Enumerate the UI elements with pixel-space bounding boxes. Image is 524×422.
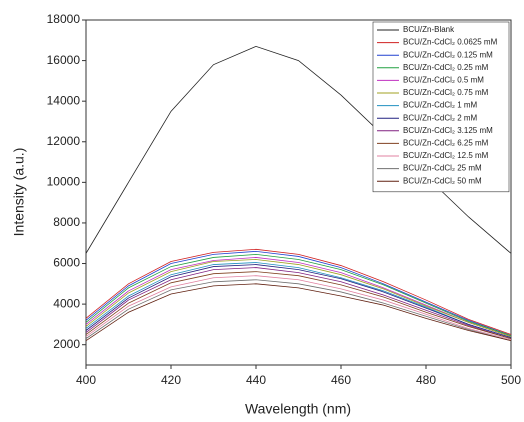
series-line	[85, 250, 512, 336]
y-tick-label: 16000	[47, 53, 81, 67]
x-tick-label: 480	[416, 373, 436, 387]
series-line	[85, 259, 512, 337]
y-tick-label: 8000	[53, 215, 80, 229]
series-line	[85, 248, 512, 335]
legend-label: BCU/Zn-CdCl₂ 0.125 mM	[403, 50, 493, 59]
y-tick-label: 14000	[47, 93, 81, 107]
legend-label: BCU/Zn-CdCl₂ 1 mM	[403, 101, 478, 110]
y-tick-label: 6000	[53, 256, 80, 270]
x-tick-label: 400	[76, 373, 96, 387]
legend-label: BCU/Zn-CdCl₂ 2 mM	[403, 113, 478, 122]
legend-label: BCU/Zn-CdCl₂ 0.5 mM	[403, 76, 484, 85]
legend-label: BCU/Zn-Blank	[403, 25, 455, 34]
y-tick-label: 4000	[53, 296, 80, 310]
legend-label: BCU/Zn-CdCl₂ 0.75 mM	[403, 88, 489, 97]
series-line	[85, 267, 512, 340]
y-tick-label: 2000	[53, 337, 80, 351]
x-tick-label: 420	[161, 373, 181, 387]
y-axis-label: Intensity (a.u.)	[11, 148, 27, 237]
x-tick-label: 500	[501, 373, 521, 387]
legend-box	[372, 21, 510, 193]
legend-label: BCU/Zn-CdCl₂ 0.0625 mM	[403, 38, 498, 47]
series-line	[85, 257, 512, 337]
series-line	[85, 283, 512, 342]
legend-label: BCU/Zn-CdCl₂ 3.125 mM	[403, 126, 493, 135]
series-line	[85, 262, 512, 338]
series-line	[85, 264, 512, 338]
x-axis-label: Wavelength (nm)	[245, 401, 351, 417]
legend-label: BCU/Zn-CdCl₂ 12.5 mM	[403, 151, 489, 160]
series-line	[85, 253, 512, 336]
legend-label: BCU/Zn-CdCl₂ 50 mM	[403, 176, 482, 185]
legend-label: BCU/Zn-CdCl₂ 0.25 mM	[403, 63, 489, 72]
y-tick-label: 18000	[47, 12, 81, 26]
legend-label: BCU/Zn-CdCl₂ 25 mM	[403, 164, 482, 173]
series-line	[85, 279, 512, 342]
y-tick-label: 12000	[47, 134, 81, 148]
y-tick-label: 10000	[47, 175, 81, 189]
x-tick-label: 440	[246, 373, 266, 387]
series-line	[85, 271, 512, 340]
legend: BCU/Zn-Blank BCU/Zn-CdCl₂ 0.0625 mM BCU/Zn…	[372, 21, 510, 193]
legend-label: BCU/Zn-CdCl₂ 6.25 mM	[403, 139, 489, 148]
series-line	[85, 275, 512, 341]
x-tick-label: 460	[331, 373, 351, 387]
